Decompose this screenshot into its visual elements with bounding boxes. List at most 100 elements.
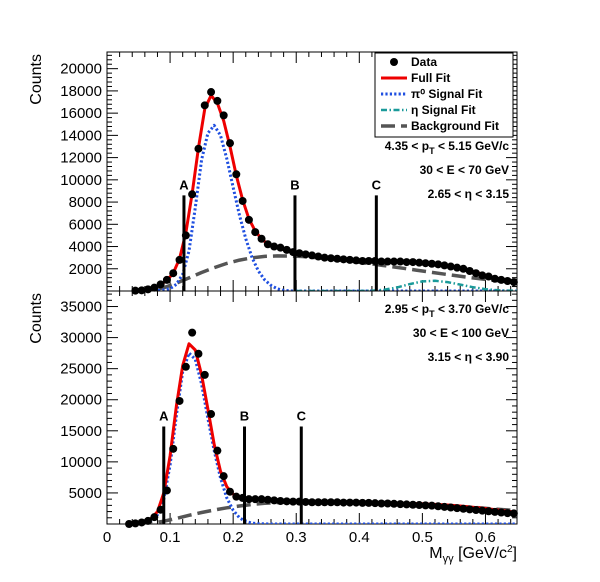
data-point (251, 228, 260, 237)
data-point (383, 499, 392, 508)
y-tick-label: 14000 (60, 127, 102, 144)
data-point (345, 498, 354, 507)
y-tick-label: 35000 (60, 299, 102, 316)
marker-label-B: B (240, 408, 249, 423)
legend-marker (390, 58, 398, 66)
marker-label-B: B (290, 177, 299, 192)
data-point (263, 495, 272, 504)
panel-top: 2000 4000 6000 8000 10000 12000 14000 16000 1800… (28, 51, 518, 295)
x-axis-title-part: [GeV/c (454, 545, 507, 562)
data-point (257, 495, 266, 504)
x-axis-title-part: ] (513, 545, 517, 562)
data-point (446, 503, 455, 512)
data-point (137, 518, 146, 527)
annotation-part: T (429, 309, 435, 319)
data-point (175, 255, 184, 264)
data-point (503, 276, 512, 285)
marker-label-C: C (372, 177, 382, 192)
data-point (465, 505, 474, 514)
fit-curve-full-fit (125, 342, 517, 524)
data-point (396, 257, 405, 266)
data-point (484, 272, 493, 281)
data-point (301, 250, 310, 259)
data-point (156, 280, 165, 289)
data-point (194, 144, 203, 153)
data-point (314, 252, 323, 261)
x-tick-label: 0.1 (160, 529, 181, 546)
data-point (263, 240, 272, 249)
x-tick-label: 0.6 (475, 529, 496, 546)
data-point (421, 501, 430, 510)
data-point (440, 502, 449, 511)
y-tick-label: 20000 (60, 392, 102, 409)
data-point (326, 254, 335, 263)
data-point (440, 261, 449, 270)
data-point (244, 215, 253, 224)
kinematic-annotation: 4.35 < pT < 5.15 GeV/c (385, 139, 510, 156)
data-point (270, 242, 279, 251)
kinematic-annotation: 2.65 < η < 3.15 (428, 187, 510, 201)
data-point (144, 516, 152, 525)
data-point (162, 275, 171, 284)
data-point (446, 262, 455, 271)
data-point (276, 497, 285, 506)
data-point (232, 492, 241, 501)
data-point (509, 278, 518, 287)
data-point (181, 362, 190, 371)
data-point (396, 500, 405, 509)
annotation-part: T (429, 146, 435, 156)
data-point (219, 472, 228, 481)
data-point (131, 519, 140, 528)
data-point (427, 259, 436, 268)
data-point (377, 257, 386, 266)
data-point (453, 504, 462, 513)
data-point (238, 196, 247, 205)
data-point (408, 258, 417, 267)
data-point (345, 255, 354, 264)
y-tick-label: 4000 (69, 239, 102, 256)
data-point (207, 410, 216, 419)
legend-label: π⁰ Signal Fit (411, 87, 482, 101)
legend-label: η Signal Fit (411, 103, 476, 117)
data-point (213, 446, 222, 455)
data-point (320, 498, 329, 507)
data-point (314, 498, 323, 507)
data-point (207, 88, 216, 97)
y-tick-label: 2000 (69, 261, 102, 278)
annotation-part: 3.15 < (428, 350, 465, 364)
y-tick-label: 8000 (69, 194, 102, 211)
data-point (175, 396, 184, 405)
data-point (150, 513, 159, 522)
data-point (390, 499, 398, 508)
y-tick-label: 15000 (60, 423, 102, 440)
data-point (472, 506, 480, 515)
data-point (226, 487, 234, 496)
y-tick-label: 30000 (60, 330, 102, 347)
data-point (427, 501, 436, 510)
annotation-part: 2.95 < p (385, 302, 429, 316)
data-point (434, 502, 443, 511)
legend-label: Data (411, 55, 437, 69)
data-point (402, 258, 411, 267)
data-point (402, 500, 411, 509)
data-point (326, 498, 335, 507)
data-point (270, 496, 279, 505)
data-point (295, 249, 304, 258)
data-point (232, 170, 241, 179)
y-tick-label: 25000 (60, 361, 102, 378)
data-point (125, 520, 134, 528)
panel-bottom: 5000 10000 15000 20000 25000 30000 35000 0 0.1 0.… (28, 290, 518, 565)
annotation-part: 4.35 < p (385, 139, 429, 153)
data-point (339, 255, 348, 264)
data-point (421, 259, 430, 268)
fit-curve--signal-fit (296, 279, 517, 291)
kinematic-annotation: 30 < E < 70 GeV (420, 163, 509, 177)
data-point (308, 251, 316, 260)
data-point (137, 286, 146, 295)
fit-curve-background-fit (138, 254, 517, 291)
data-point (339, 498, 348, 507)
data-point (333, 498, 342, 507)
data-point (415, 258, 424, 267)
data-point (169, 269, 178, 278)
